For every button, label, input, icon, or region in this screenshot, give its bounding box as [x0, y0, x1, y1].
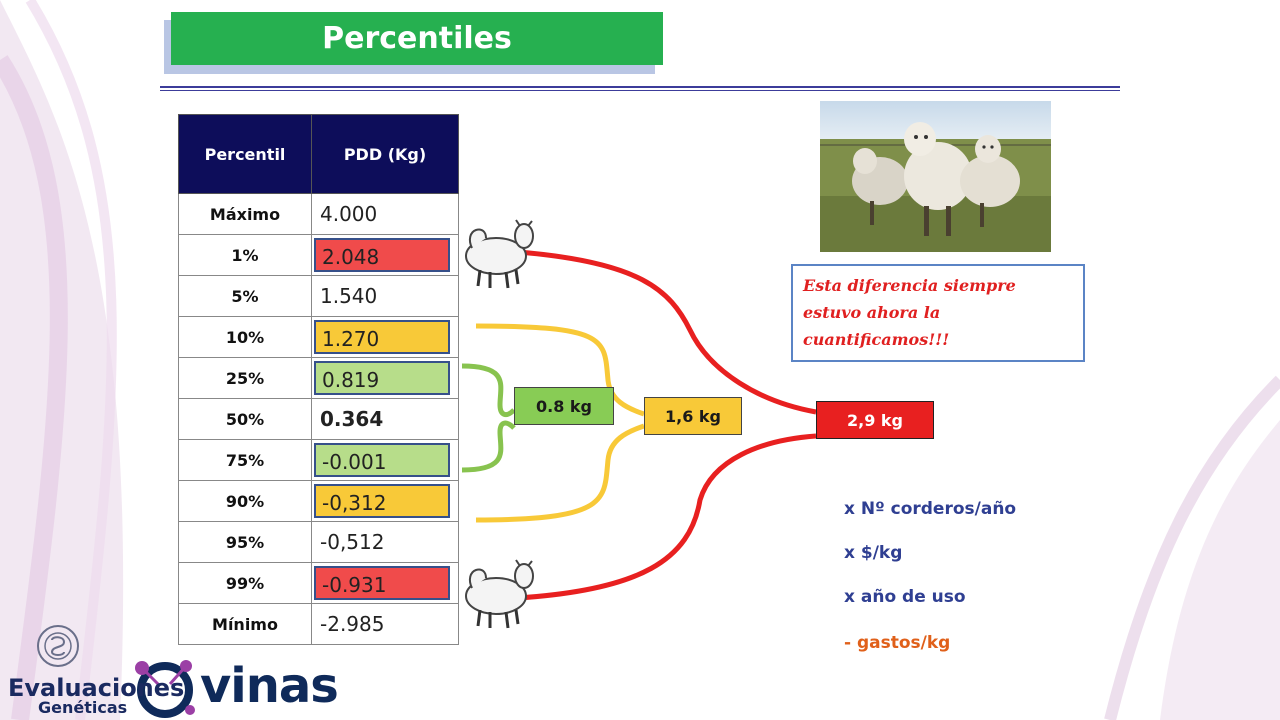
title-divider [160, 86, 1120, 88]
yellow-bracket-bottom [475, 423, 645, 523]
sheep-icon-bottom [465, 559, 534, 629]
row-label: 10% [178, 316, 312, 358]
row-label: Mínimo [178, 603, 312, 645]
green-bracket-bottom [461, 420, 516, 473]
row-value: -0,512 [311, 521, 459, 563]
row-value: -0,312 [311, 480, 459, 522]
note-box: Esta diferencia siempre estuvo ahora la … [791, 264, 1085, 362]
logo-evaluaciones: Evaluaciones [8, 674, 185, 702]
header-pdd: PDD (Kg) [311, 114, 459, 194]
row-value: -2.985 [311, 603, 459, 645]
yellow-difference-label: 1,6 kg [644, 397, 742, 435]
sheep-photo [820, 101, 1051, 252]
row-label: 1% [178, 234, 312, 276]
value-text: 1.540 [320, 284, 378, 308]
row-value: -0.931 [311, 562, 459, 604]
value-text: -2.985 [320, 612, 385, 636]
title-divider-thin [160, 90, 1120, 91]
minus-costs-per-kg: - gastos/kg [844, 633, 951, 653]
table-row: 99% -0.931 [178, 562, 459, 604]
row-value: 1.540 [311, 275, 459, 317]
row-value: 1.270 [311, 316, 459, 358]
green-difference-label: 0.8 kg [514, 387, 614, 425]
row-label: 5% [178, 275, 312, 317]
value-text-median: 0.364 [320, 407, 384, 431]
value-highlight-green: 0.819 [314, 361, 450, 395]
multiplier-price-per-kg: x $/kg [844, 543, 903, 563]
value-text: -0,512 [320, 530, 385, 554]
red-bracket-top [517, 249, 817, 415]
row-label: 75% [178, 439, 312, 481]
header-percentil: Percentil [178, 114, 312, 194]
table-header-row: Percentil PDD (Kg) [178, 114, 459, 194]
value-highlight-yellow: 1.270 [314, 320, 450, 354]
seal-logo [37, 625, 79, 667]
table-row: 1% 2.048 [178, 234, 459, 276]
table-row: 50% 0.364 [178, 398, 459, 440]
row-label: 50% [178, 398, 312, 440]
logo-ovinas: vinas [200, 658, 339, 714]
percentile-table: Percentil PDD (Kg) Máximo 4.000 1% 2.048… [178, 114, 459, 645]
table-row: 90% -0,312 [178, 480, 459, 522]
multiplier-lambs-per-year: x Nº corderos/año [844, 499, 1017, 519]
row-label: Máximo [178, 193, 312, 235]
table-row: Mínimo -2.985 [178, 603, 459, 645]
row-value: 2.048 [311, 234, 459, 276]
sheep-icon-top [465, 219, 534, 289]
value-highlight-yellow: -0,312 [314, 484, 450, 518]
row-value: 4.000 [311, 193, 459, 235]
multiplier-years-of-use: x año de uso [844, 587, 966, 607]
row-value: -0.001 [311, 439, 459, 481]
green-bracket-top [461, 363, 516, 418]
red-difference-label: 2,9 kg [816, 401, 934, 439]
value-highlight-red: -0.931 [314, 566, 450, 600]
row-value: 0.819 [311, 357, 459, 399]
table-row: 5% 1.540 [178, 275, 459, 317]
table-row: 75% -0.001 [178, 439, 459, 481]
value-highlight-green: -0.001 [314, 443, 450, 477]
page-title: Percentiles [171, 12, 663, 65]
row-value: 0.364 [311, 398, 459, 440]
value-highlight-red: 2.048 [314, 238, 450, 272]
value-text: 4.000 [320, 202, 378, 226]
table-row: 10% 1.270 [178, 316, 459, 358]
logo-geneticas: Genéticas [38, 698, 128, 717]
ovinas-o-icon [135, 660, 195, 718]
red-bracket-bottom [517, 433, 817, 601]
row-label: 99% [178, 562, 312, 604]
table-row: Máximo 4.000 [178, 193, 459, 235]
yellow-bracket-top [475, 323, 645, 417]
